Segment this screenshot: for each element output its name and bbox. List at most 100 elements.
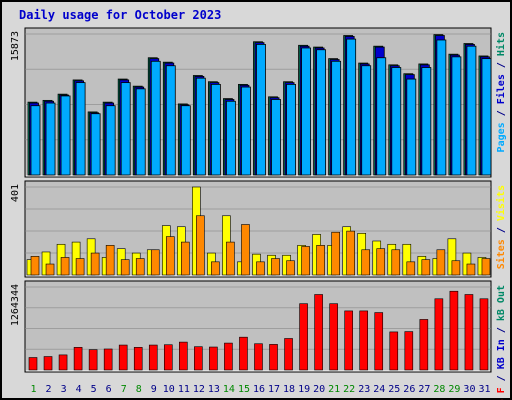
bar-pages-day-10 <box>165 65 176 176</box>
bar-pages-day-11 <box>180 105 191 176</box>
bar-sites-day-23 <box>361 249 371 276</box>
bar-kb-f-day-31 <box>479 298 489 371</box>
bar-sites-day-6 <box>105 245 115 276</box>
x-tick-label: 27 <box>418 384 430 395</box>
x-tick-label: 21 <box>328 384 340 395</box>
x-tick-label: 31 <box>478 384 490 395</box>
bar-kb-f-day-16 <box>254 343 263 371</box>
x-tick-label: 11 <box>178 384 190 395</box>
bar-kb-f-day-26 <box>404 331 414 371</box>
bar-pages-day-26 <box>406 78 417 176</box>
bar-pages-day-27 <box>421 67 432 176</box>
bar-sites-day-28 <box>436 249 446 276</box>
bar-kb-f-day-5 <box>88 349 98 371</box>
bar-sites-day-21 <box>331 231 340 276</box>
bar-sites-day-17 <box>271 258 280 276</box>
bar-pages-day-12 <box>195 77 206 176</box>
bar-sites-day-19 <box>301 246 310 276</box>
panel-hits-legend-part: / <box>496 104 507 122</box>
x-tick-label: 20 <box>313 384 325 395</box>
bar-sites-day-27 <box>421 259 431 276</box>
bar-sites-day-15 <box>241 224 250 276</box>
x-tick-label: 12 <box>193 384 205 395</box>
bar-pages-day-2 <box>45 102 56 176</box>
bar-sites-day-25 <box>391 249 401 276</box>
bar-pages-day-8 <box>135 88 146 176</box>
bar-sites-day-16 <box>256 261 265 276</box>
bar-pages-day-4 <box>75 82 86 176</box>
bar-kb-f-day-29 <box>449 290 459 371</box>
bar-kb-f-day-3 <box>58 354 68 371</box>
x-tick-label: 10 <box>163 384 175 395</box>
bar-pages-day-13 <box>210 83 221 176</box>
bar-kb-f-day-28 <box>434 298 444 371</box>
bar-pages-day-21 <box>331 60 342 176</box>
panel-kb-legend-part: / <box>496 321 507 339</box>
bar-sites-day-11 <box>181 241 190 276</box>
bar-sites-day-3 <box>60 257 70 276</box>
bar-kb-f-day-21 <box>329 303 338 371</box>
bar-kb-f-day-12 <box>194 346 203 371</box>
bar-kb-f-day-13 <box>209 346 218 371</box>
x-tick-label: 17 <box>268 384 280 395</box>
bar-kb-f-day-17 <box>269 344 278 371</box>
x-tick-label: 30 <box>463 384 475 395</box>
bar-kb-f-day-22 <box>344 310 353 371</box>
bar-kb-f-day-14 <box>224 342 233 371</box>
x-tick-label: 26 <box>403 384 415 395</box>
x-tick-label: 1 <box>31 384 37 395</box>
x-tick-label: 7 <box>121 384 127 395</box>
bar-kb-f-day-2 <box>43 356 53 371</box>
bar-pages-day-25 <box>391 67 402 176</box>
bar-pages-day-20 <box>316 49 327 176</box>
x-tick-label: 22 <box>343 384 355 395</box>
bar-sites-day-10 <box>165 236 175 276</box>
bar-sites-day-4 <box>75 258 85 276</box>
panel-kb-legend-part: kB Out <box>496 285 507 321</box>
bar-kb-f-day-4 <box>73 347 83 371</box>
panel-hits-legend-part: Hits <box>495 32 507 56</box>
x-tick-label: 23 <box>358 384 370 395</box>
bar-sites-day-20 <box>316 245 325 276</box>
panel-visits-legend-part: Visits <box>495 185 507 221</box>
bar-kb-f-day-11 <box>179 341 188 371</box>
bar-pages-day-29 <box>451 56 462 176</box>
bar-pages-day-28 <box>436 39 447 176</box>
bar-pages-day-5 <box>90 113 101 176</box>
bar-kb-f-day-8 <box>133 347 143 371</box>
bar-sites-day-26 <box>406 261 416 276</box>
bar-sites-day-18 <box>286 260 295 276</box>
bar-sites-day-29 <box>451 260 461 276</box>
bar-kb-f-day-20 <box>314 294 323 371</box>
x-tick-label: 29 <box>448 384 460 395</box>
bar-sites-day-13 <box>211 261 220 276</box>
bar-kb-f-day-19 <box>299 303 308 371</box>
chart-title: Daily usage for October 2023 <box>19 8 221 22</box>
x-tick-label: 15 <box>238 384 250 395</box>
bar-pages-day-18 <box>286 83 296 176</box>
bar-sites-day-31 <box>481 258 491 276</box>
bar-kb-f-day-6 <box>103 348 113 371</box>
bar-pages-day-9 <box>150 60 161 176</box>
bar-kb-f-day-23 <box>359 310 369 371</box>
bar-sites-day-30 <box>466 263 476 276</box>
panel-hits-legend-part: Files <box>495 74 507 104</box>
bar-pages-day-16 <box>256 44 266 176</box>
panel-hits-legend-part: / <box>496 56 507 74</box>
x-tick-label: 3 <box>61 384 67 395</box>
bar-kb-f-day-1 <box>28 357 38 371</box>
bar-sites-day-7 <box>120 259 130 276</box>
bar-pages-day-1 <box>30 105 41 176</box>
bar-sites-day-22 <box>346 230 355 276</box>
bar-pages-day-7 <box>120 82 131 176</box>
panel-kb-legend-part: KB In <box>496 339 507 369</box>
panel-kb-legend-part: KB F <box>496 387 507 400</box>
bar-sites-day-9 <box>150 249 160 276</box>
bar-sites-day-12 <box>196 215 205 276</box>
bar-kb-f-day-9 <box>148 344 158 371</box>
bar-sites-day-24 <box>376 248 386 276</box>
x-tick-label: 9 <box>151 384 157 395</box>
bar-pages-day-19 <box>301 47 311 176</box>
x-tick-label: 18 <box>283 384 295 395</box>
